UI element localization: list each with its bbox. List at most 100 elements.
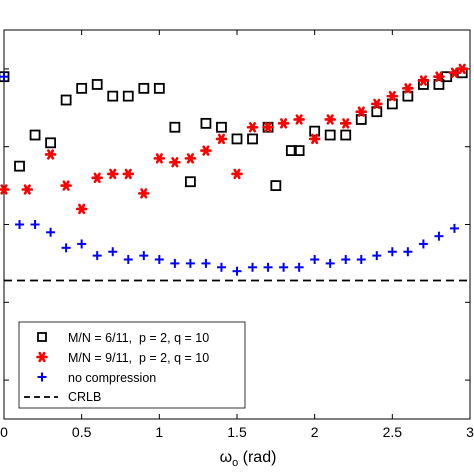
legend: M/N = 6/11, p = 2, q = 10 M/N = 9/11, p … (18, 321, 246, 409)
asterisk-marker (153, 153, 166, 164)
asterisk-marker (417, 75, 430, 86)
square-marker (153, 82, 165, 94)
square-marker (200, 117, 212, 129)
square-marker (324, 129, 336, 141)
asterisk-marker (277, 118, 290, 129)
square-marker (216, 121, 227, 133)
square-marker (355, 114, 367, 125)
square-marker (169, 121, 181, 133)
asterisk-marker (60, 180, 72, 191)
square-marker (402, 90, 414, 102)
x-tick-label: 0.5 (72, 424, 92, 440)
legend-label-crlb: CRLB (68, 390, 101, 404)
square-marker (91, 79, 103, 90)
plus-marker (15, 220, 25, 229)
plus-marker (92, 251, 102, 261)
legend-label-square: M/N = 6/11, p = 2, q = 10 (68, 331, 209, 345)
x-axis-label: ωo (rad) (220, 449, 277, 469)
asterisk-marker (246, 122, 259, 133)
plus-marker (263, 262, 273, 272)
square-marker (247, 133, 258, 145)
plus-marker (0, 72, 9, 82)
series-plus (0, 72, 459, 276)
asterisk-marker (169, 157, 181, 168)
legend-label-plus: no compression (68, 371, 156, 385)
asterisk-marker (0, 184, 10, 195)
x-axis-label-unit: (rad) (238, 449, 276, 466)
plus-marker (310, 255, 320, 265)
square-marker (29, 129, 41, 141)
plus-marker (46, 227, 56, 237)
plus-marker (403, 247, 413, 257)
square-marker (14, 160, 25, 172)
asterisk-marker (231, 168, 243, 180)
asterisk-marker (91, 172, 103, 184)
asterisk-marker (200, 145, 212, 156)
square-marker (285, 145, 297, 156)
legend-label-asterisk: M/N = 9/11, p = 2, q = 10 (68, 351, 209, 365)
square-marker (340, 129, 352, 141)
asterisk-marker (433, 71, 445, 82)
plus-marker (154, 255, 164, 265)
plus-marker (325, 258, 335, 268)
square-marker (107, 90, 119, 102)
square-marker (76, 82, 88, 94)
x-tick-label: 1 (155, 424, 163, 440)
plus-marker (449, 223, 459, 233)
legend-marker-asterisk (36, 351, 48, 363)
square-marker (45, 137, 56, 149)
asterisk-marker (21, 184, 34, 195)
plus-marker (123, 255, 133, 265)
square-marker (138, 82, 150, 94)
asterisk-marker (122, 168, 135, 180)
legend-marker-square (37, 332, 47, 342)
legend-marker-plus (37, 372, 47, 382)
square-marker (184, 176, 196, 188)
asterisk-marker (308, 133, 321, 145)
square-marker (386, 98, 398, 110)
asterisk-marker (324, 114, 337, 125)
series-square (0, 67, 468, 192)
plus-marker (30, 220, 40, 229)
asterisk-marker (355, 106, 368, 117)
plus-marker (139, 251, 149, 261)
square-marker (371, 106, 383, 118)
legend-box (18, 321, 246, 409)
legend-entry-plus: no compression (37, 371, 156, 385)
asterisk-marker (448, 67, 461, 78)
x-tick-label: 0 (0, 424, 8, 440)
asterisk-marker (215, 133, 228, 145)
plus-marker (418, 239, 428, 249)
asterisk-marker (402, 83, 414, 94)
asterisk-marker (184, 153, 197, 164)
plus-marker (434, 231, 444, 241)
legend-entry-square: M/N = 6/11, p = 2, q = 10 (37, 331, 209, 345)
asterisk-marker (138, 188, 150, 199)
x-axis-label-symbol: ω (220, 449, 233, 466)
square-marker (122, 90, 134, 102)
plus-marker (108, 247, 118, 257)
asterisk-marker (386, 90, 399, 102)
data-series (0, 63, 470, 282)
plus-marker (61, 243, 71, 253)
x-tick-label: 2 (311, 424, 319, 440)
asterisk-marker (106, 168, 119, 180)
asterisk-marker (36, 351, 48, 363)
x-axis-label-subscript: o (232, 457, 238, 469)
asterisk-marker (44, 149, 57, 160)
plus-marker (37, 372, 47, 382)
x-tick-label: 3 (466, 424, 474, 440)
x-tick-label: 2.5 (383, 424, 403, 440)
square-marker (309, 125, 321, 137)
plus-marker (294, 262, 304, 272)
asterisk-marker (293, 114, 305, 125)
square-marker (231, 133, 243, 145)
square-marker (60, 94, 72, 106)
axis-ticks: 0 0.5 1 1.5 2 2.5 3 (0, 30, 474, 440)
plus-marker (216, 262, 226, 272)
plus-marker (77, 239, 87, 249)
asterisk-marker (75, 203, 88, 215)
plus-marker (185, 258, 195, 268)
legend-entry-asterisk: M/N = 9/11, p = 2, q = 10 (36, 351, 209, 365)
